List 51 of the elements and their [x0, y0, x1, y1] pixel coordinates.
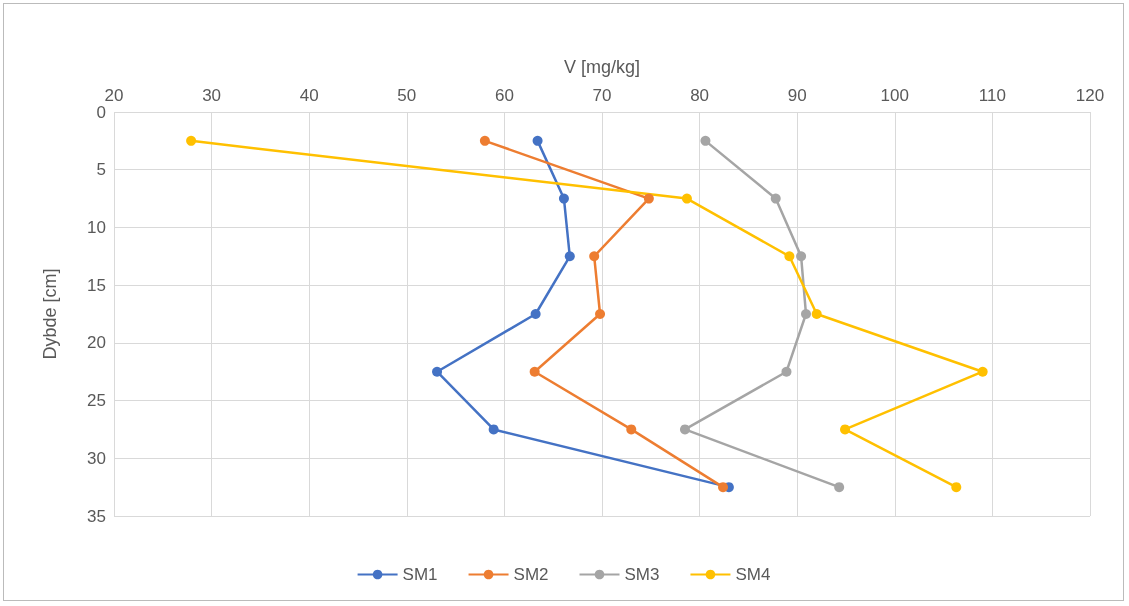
point [834, 482, 845, 493]
point [700, 135, 711, 146]
x-tick-label: 50 [397, 86, 417, 105]
x-axis-title: V [mg/kg] [563, 57, 641, 77]
point [800, 309, 811, 319]
point [811, 309, 822, 319]
point [558, 193, 569, 204]
point [679, 424, 690, 435]
point [529, 366, 540, 377]
point [589, 251, 600, 262]
point [781, 366, 792, 377]
point [796, 251, 807, 262]
x-tick-label: 60 [494, 86, 514, 105]
y-tick-label: 0 [96, 102, 106, 122]
y-tick-label: 25 [87, 391, 106, 411]
x-tick-label: 110 [978, 86, 1006, 105]
legend-label: SM3 [624, 565, 660, 584]
point [643, 193, 654, 204]
y-tick-label: 20 [87, 333, 106, 353]
point [626, 424, 637, 435]
y-tick-label: 30 [87, 448, 106, 468]
y-tick-label: 10 [87, 217, 106, 237]
x-tick-label: 100 [880, 86, 909, 105]
legend-label: SM4 [735, 565, 771, 584]
x-tick-label: 120 [1075, 86, 1105, 105]
y-axis-title: Dybde [cm] [40, 268, 60, 360]
point [770, 193, 781, 204]
point [532, 135, 543, 146]
x-tick-label: 40 [299, 86, 319, 105]
point [784, 251, 795, 262]
y-tick-label: 5 [96, 160, 106, 180]
legend-label: SM1 [402, 565, 438, 584]
point [488, 424, 499, 435]
point [479, 135, 490, 146]
point [186, 135, 197, 146]
point [951, 482, 962, 493]
point [840, 424, 851, 435]
point [718, 482, 729, 493]
x-tick-label: 80 [690, 86, 710, 105]
y-tick-label: 35 [87, 506, 106, 526]
point [681, 193, 692, 204]
x-tick-label: 70 [592, 86, 612, 105]
y-tick-label: 15 [87, 275, 106, 295]
point [432, 366, 443, 377]
legend-label: SM2 [513, 565, 549, 584]
point [530, 309, 541, 319]
point [564, 251, 575, 262]
point [595, 309, 606, 319]
x-tick-label: 90 [787, 86, 807, 105]
x-tick-label: 30 [202, 86, 222, 105]
point [977, 366, 988, 377]
